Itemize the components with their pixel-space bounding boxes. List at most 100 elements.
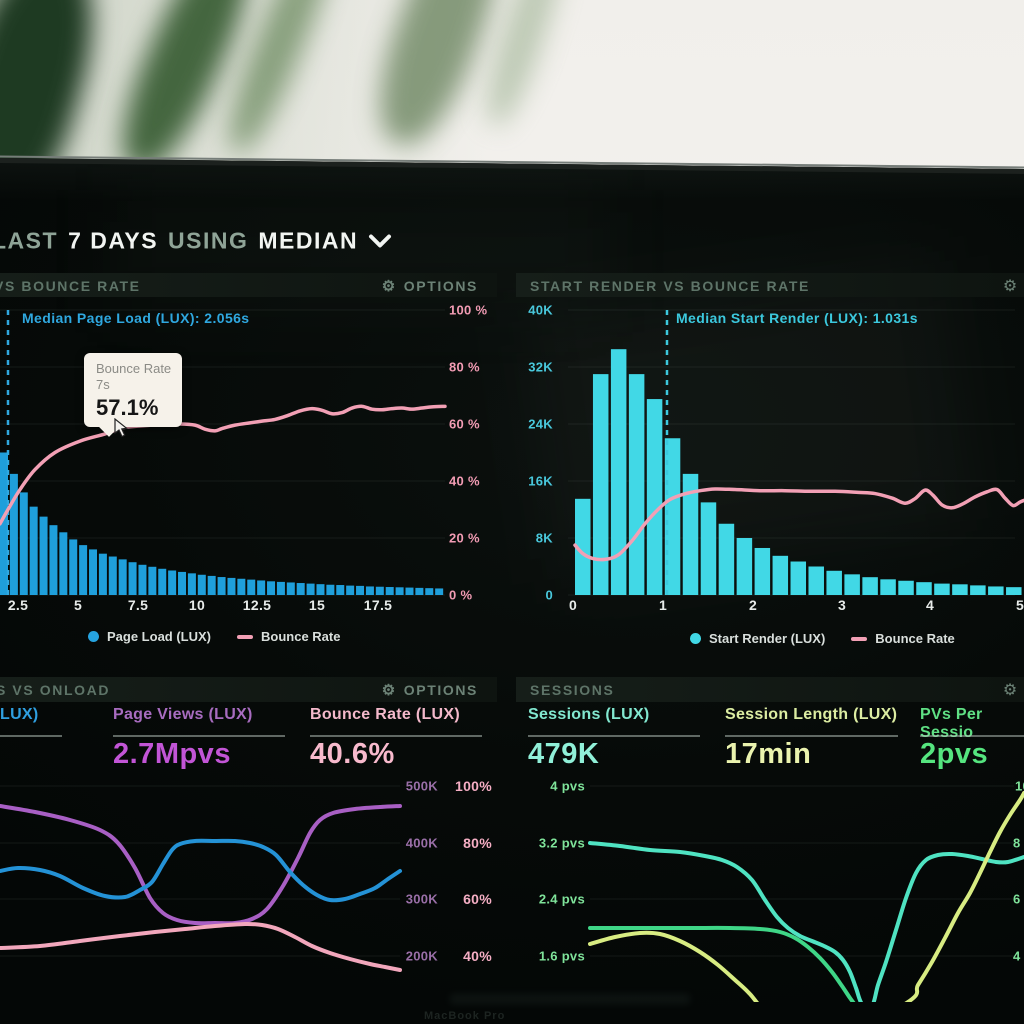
axis-tick: 4 bbox=[1013, 948, 1021, 964]
stat-label-page-views: Page Views (LUX) bbox=[113, 706, 253, 723]
stat-value-bounce-rate: 40.6% bbox=[310, 738, 395, 770]
mouse-cursor bbox=[114, 418, 128, 438]
median-start-render-annotation: Median Start Render (LUX): 1.031s bbox=[676, 310, 918, 326]
axis-tick: 100 % bbox=[449, 302, 488, 318]
axis-tick: 200K bbox=[405, 948, 438, 964]
legend-start-render: Start Render (LUX) Bounce Rate bbox=[690, 631, 955, 646]
options-button-page-load[interactable]: ⚙ OPTIONS bbox=[382, 278, 478, 294]
axis-tick: 2 bbox=[748, 597, 758, 613]
gear-icon-start-render[interactable]: ⚙ bbox=[1002, 278, 1018, 295]
tooltip-value: 57.1% bbox=[96, 395, 159, 420]
stat-label-sessions: Sessions (LUX) bbox=[528, 706, 650, 723]
axis-tick: 10 bbox=[1015, 778, 1024, 794]
legend-line-icon bbox=[851, 636, 868, 641]
stat-value-page-views: 2.7Mpvs bbox=[113, 738, 231, 770]
title-using: USING bbox=[168, 227, 249, 254]
axis-tick: 8K bbox=[535, 530, 553, 546]
legend-dot-icon bbox=[690, 633, 701, 644]
legend-label: Page Load (LUX) bbox=[107, 629, 212, 644]
axis-tick: 400K bbox=[405, 835, 438, 851]
axis-tick: 40% bbox=[463, 948, 492, 964]
stat-underline bbox=[725, 735, 898, 737]
title-median: MEDIAN bbox=[258, 227, 359, 254]
title-7days: 7 DAYS bbox=[68, 227, 159, 254]
options-button-onload[interactable]: ⚙ OPTIONS bbox=[382, 682, 478, 698]
stat-value-sessions: 479K bbox=[528, 738, 600, 770]
axis-tick: 10 bbox=[188, 597, 206, 613]
axis-tick: 1.6 pvs bbox=[538, 948, 585, 964]
axis-tick: 100% bbox=[454, 778, 492, 794]
legend-item-bounce-rate[interactable]: Bounce Rate bbox=[237, 629, 340, 644]
laptop-brand-text: MacBook Pro bbox=[424, 1010, 506, 1022]
axis-tick: 40K bbox=[528, 302, 553, 318]
axis-tick: 300K bbox=[405, 891, 438, 907]
tooltip-x-value: 7s bbox=[96, 377, 110, 392]
axis-tick: 80 % bbox=[449, 359, 480, 375]
chart-plot-area-sessions[interactable] bbox=[590, 778, 1024, 1002]
stat-value-session-length: 17min bbox=[725, 738, 812, 770]
panel-title-start-render: START RENDER VS BOUNCE RATE bbox=[530, 278, 810, 294]
gear-icon: ⚙ bbox=[381, 681, 397, 699]
axis-tick: 5 bbox=[73, 597, 83, 613]
stat-label-lux: LUX) bbox=[0, 706, 39, 723]
chart-plot-area-onload[interactable] bbox=[0, 778, 400, 1002]
legend-item-start-render[interactable]: Start Render (LUX) bbox=[690, 631, 825, 646]
legend-page-load: Page Load (LUX) Bounce Rate bbox=[88, 629, 340, 644]
options-label: OPTIONS bbox=[403, 682, 478, 698]
gear-icon: ⚙ bbox=[381, 277, 397, 295]
axis-tick: 17.5 bbox=[363, 597, 393, 613]
legend-line-icon bbox=[237, 634, 254, 639]
chart-tooltip: Bounce Rate 7s 57.1% bbox=[84, 353, 182, 427]
stat-underline bbox=[528, 735, 700, 737]
axis-tick: 4 pvs bbox=[550, 778, 585, 794]
axis-tick: 12.5 bbox=[242, 597, 272, 613]
axis-tick: 16K bbox=[528, 473, 553, 489]
axis-tick: 5 bbox=[1015, 597, 1024, 613]
axis-tick: 0 % bbox=[449, 587, 473, 603]
stat-underline bbox=[920, 735, 1024, 737]
stat-underline bbox=[113, 735, 285, 737]
axis-tick: 6 bbox=[1013, 891, 1021, 907]
axis-tick: 8 bbox=[1013, 835, 1021, 851]
chart-plot-area-start-render[interactable] bbox=[568, 305, 1024, 597]
axis-tick: 0 bbox=[545, 587, 553, 603]
stat-label-bounce-rate: Bounce Rate (LUX) bbox=[310, 706, 460, 723]
axis-tick: 60% bbox=[463, 891, 492, 907]
axis-tick: 24K bbox=[528, 416, 553, 432]
gear-icon-sessions[interactable]: ⚙ bbox=[1002, 682, 1018, 699]
axis-tick: 2.4 pvs bbox=[538, 891, 585, 907]
legend-dot-icon bbox=[88, 631, 99, 642]
tooltip-series: Bounce Rate bbox=[96, 361, 172, 376]
axis-tick: 60 % bbox=[449, 416, 480, 432]
axis-tick: 80% bbox=[463, 835, 492, 851]
axis-tick: 3 bbox=[837, 597, 847, 613]
legend-label: Start Render (LUX) bbox=[709, 631, 826, 646]
stat-label-session-length: Session Length (LUX) bbox=[725, 706, 898, 723]
axis-tick: 1 bbox=[658, 597, 668, 613]
axis-tick: 2.5 bbox=[7, 597, 29, 613]
legend-label: Bounce Rate bbox=[261, 629, 341, 644]
axis-tick: 0 bbox=[568, 597, 578, 613]
axis-tick: 3.2 pvs bbox=[538, 835, 585, 851]
panel-title-page-load: VS BOUNCE RATE bbox=[0, 278, 141, 294]
panel-title-sessions: SESSIONS bbox=[530, 682, 615, 698]
chart-plot-area-page-load[interactable] bbox=[0, 305, 445, 597]
legend-label: Bounce Rate bbox=[875, 631, 955, 646]
options-label: OPTIONS bbox=[403, 278, 478, 294]
axis-tick: 40 % bbox=[449, 473, 480, 489]
axis-tick: 500K bbox=[405, 778, 438, 794]
axis-tick: 7.5 bbox=[127, 597, 149, 613]
legend-item-bounce-rate[interactable]: Bounce Rate bbox=[851, 631, 955, 646]
panel-title-onload: S VS ONLOAD bbox=[0, 682, 111, 698]
axis-tick: 32K bbox=[528, 359, 553, 375]
chevron-down-icon bbox=[369, 234, 392, 247]
axis-tick: 20 % bbox=[449, 530, 480, 546]
title-last: LAST bbox=[0, 227, 59, 254]
axis-tick: 4 bbox=[925, 597, 935, 613]
stat-underline bbox=[0, 735, 62, 737]
time-range-dropdown[interactable]: LAST 7 DAYS USING MEDIAN bbox=[0, 228, 392, 255]
legend-item-page-load[interactable]: Page Load (LUX) bbox=[88, 629, 211, 644]
stat-value-pvs-per-session: 2pvs bbox=[920, 738, 989, 770]
axis-tick: 15 bbox=[308, 597, 326, 613]
